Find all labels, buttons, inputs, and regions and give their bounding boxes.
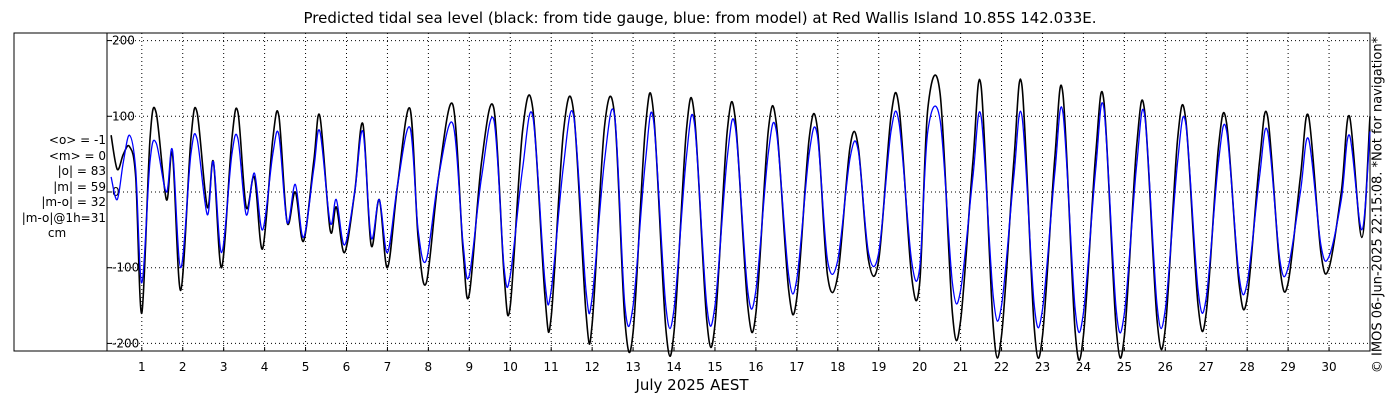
series-line-model xyxy=(110,102,1371,334)
x-tick-label: 5 xyxy=(302,360,310,374)
x-tick-label: 12 xyxy=(584,360,599,374)
y-tick-label: 0 xyxy=(112,185,120,199)
x-tick-label: 25 xyxy=(1117,360,1132,374)
x-tick-label: 21 xyxy=(953,360,968,374)
x-tick-label: 11 xyxy=(544,360,559,374)
y-tick-label: -100 xyxy=(112,261,139,275)
series-layer xyxy=(110,74,1371,361)
x-tick-label: 13 xyxy=(625,360,640,374)
y-tick-label: 100 xyxy=(112,109,135,123)
x-tick-label: 16 xyxy=(748,360,763,374)
x-tick-label: 23 xyxy=(1035,360,1050,374)
x-tick-label: 8 xyxy=(425,360,433,374)
x-tick-label: 29 xyxy=(1280,360,1295,374)
copyright-text: © IMOS 06-Jun-2025 22:15:08. *Not for na… xyxy=(1370,36,1386,374)
x-tick-label: 27 xyxy=(1199,360,1214,374)
x-tick-label: 2 xyxy=(179,360,187,374)
stats-panel: <o> = -1 <m> = 0 |o| = 83 |m| = 59 |m-o|… xyxy=(8,133,106,242)
x-tick-label: 14 xyxy=(666,360,681,374)
x-tick-label: 15 xyxy=(707,360,722,374)
x-tick-label: 4 xyxy=(261,360,269,374)
stat-abs-obs: |o| = 83 xyxy=(57,164,106,178)
x-tick-label: 3 xyxy=(220,360,228,374)
stat-abs-diff-1h: |m-o|@1h=31 xyxy=(21,210,106,225)
stat-mean-obs: <o> = -1 xyxy=(48,133,106,147)
x-tick-label: 20 xyxy=(912,360,927,374)
x-tick-label: 9 xyxy=(465,360,473,374)
x-tick-label: 24 xyxy=(1076,360,1091,374)
x-tick-label: 19 xyxy=(871,360,886,374)
x-tick-label: 10 xyxy=(503,360,518,374)
stat-unit: cm xyxy=(47,226,67,240)
y-tick-label: 200 xyxy=(112,34,135,48)
y-tick-label: -200 xyxy=(112,336,139,350)
stat-mean-model: <m> = 0 xyxy=(48,148,106,163)
x-tick-label: 26 xyxy=(1158,360,1173,374)
x-tick-label: 1 xyxy=(138,360,146,374)
stat-abs-diff: |m-o| = 32 xyxy=(41,195,106,209)
x-tick-label: 22 xyxy=(994,360,1009,374)
x-tick-label: 18 xyxy=(830,360,845,374)
x-tick-label: 6 xyxy=(343,360,351,374)
chart-title: Predicted tidal sea level (black: from t… xyxy=(303,9,1097,27)
x-tick-label: 17 xyxy=(789,360,804,374)
x-tick-label: 30 xyxy=(1321,360,1336,374)
x-tick-label: 28 xyxy=(1240,360,1255,374)
x-tick-label: 7 xyxy=(384,360,392,374)
x-axis-label: July 2025 AEST xyxy=(635,376,749,394)
stat-abs-model: |m| = 59 xyxy=(53,179,106,194)
